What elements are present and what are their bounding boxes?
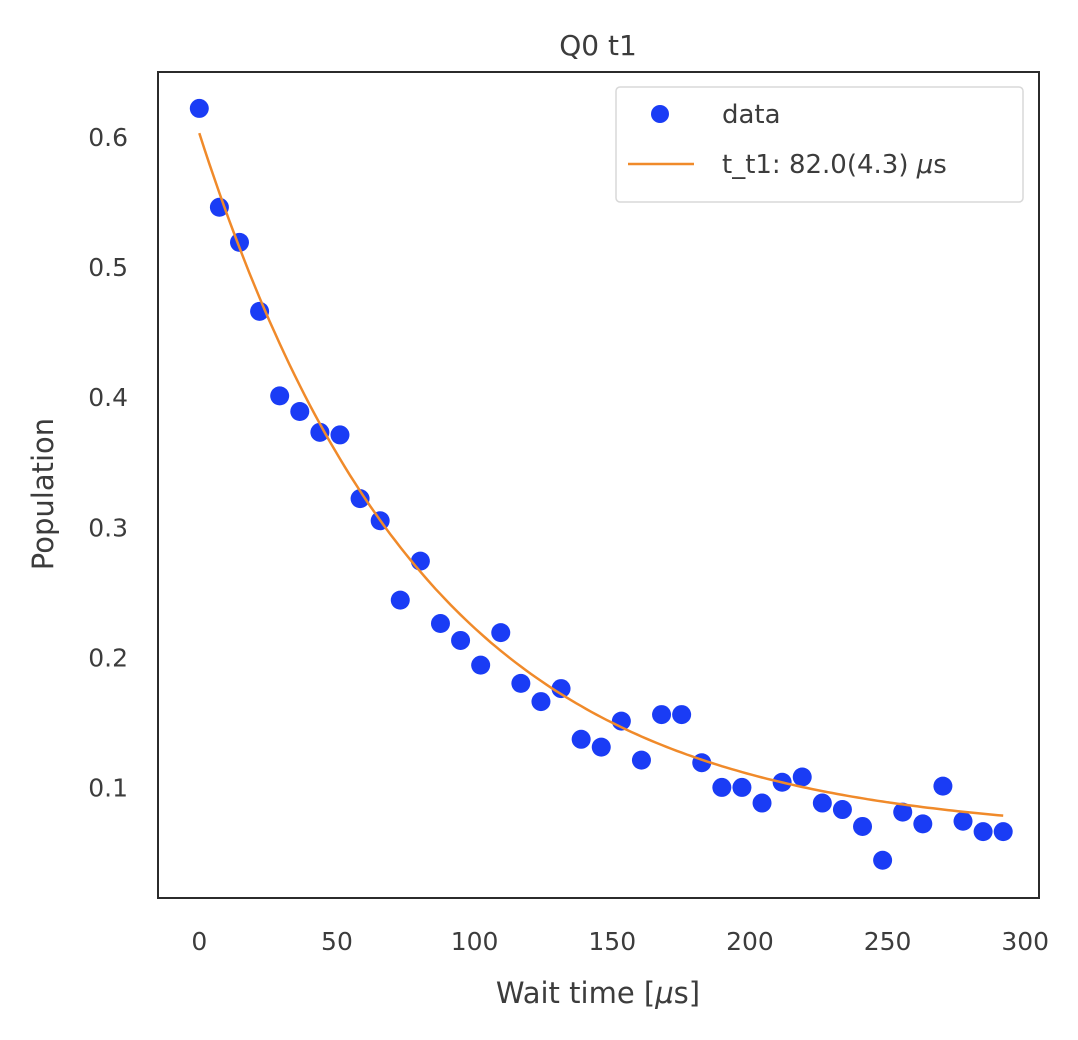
data-point xyxy=(873,850,893,870)
data-point xyxy=(330,425,350,445)
y-tick-label: 0.5 xyxy=(88,253,128,282)
data-point xyxy=(853,816,873,836)
data-point xyxy=(712,777,732,797)
data-point xyxy=(430,614,450,634)
legend-fit-label: t_t1: 82.0(4.3) μs xyxy=(722,150,947,180)
y-tick-label: 0.2 xyxy=(88,643,128,672)
data-point xyxy=(310,422,330,442)
data-point xyxy=(732,777,752,797)
x-tick-label: 300 xyxy=(1001,927,1049,956)
x-tick-labels: 0 50 100 150 200 250 300 xyxy=(191,927,1049,956)
data-point xyxy=(290,402,310,422)
data-point xyxy=(792,767,812,787)
x-tick-label: 0 xyxy=(191,927,207,956)
fit-curve xyxy=(198,132,1004,817)
y-tick-label: 0.6 xyxy=(88,123,128,152)
data-point xyxy=(410,551,430,571)
data-point xyxy=(933,776,953,796)
data-point xyxy=(571,729,591,749)
data-point xyxy=(652,705,672,725)
data-point xyxy=(471,655,491,675)
x-axis-label: Wait time [μs] xyxy=(496,976,700,1010)
y-axis-label: Population xyxy=(26,418,60,570)
data-point xyxy=(591,737,611,757)
y-tick-label: 0.4 xyxy=(88,383,128,412)
data-point xyxy=(993,822,1013,842)
data-point xyxy=(551,679,571,699)
legend-data-marker xyxy=(651,105,669,123)
x-tick-label: 200 xyxy=(726,927,774,956)
legend-box xyxy=(615,86,1024,203)
data-point xyxy=(812,793,832,813)
data-point xyxy=(270,386,290,406)
data-point xyxy=(893,802,913,822)
data-series xyxy=(189,98,1013,870)
data-point xyxy=(832,800,852,820)
data-point xyxy=(631,750,651,770)
data-point xyxy=(451,630,471,650)
data-point xyxy=(350,489,370,509)
x-tick-label: 100 xyxy=(451,927,499,956)
data-point xyxy=(209,197,229,217)
y-tick-labels: 0.1 0.2 0.3 0.4 0.5 0.6 xyxy=(88,123,128,802)
chart-title: Q0 t1 xyxy=(559,29,637,62)
legend: data t_t1: 82.0(4.3) μs xyxy=(615,86,1024,203)
data-point xyxy=(511,673,531,693)
plot-area xyxy=(157,71,1040,899)
x-tick-label: 150 xyxy=(588,927,636,956)
data-point xyxy=(491,623,511,643)
legend-data-label: data xyxy=(722,100,781,130)
y-tick-label: 0.3 xyxy=(88,513,128,542)
data-point xyxy=(390,590,410,610)
data-point xyxy=(953,811,973,831)
x-tick-label: 250 xyxy=(864,927,912,956)
data-point xyxy=(531,692,551,712)
data-point xyxy=(752,793,772,813)
data-point xyxy=(913,814,933,834)
data-point xyxy=(189,98,209,118)
data-point xyxy=(672,705,692,725)
x-tick-label: 50 xyxy=(321,927,353,956)
data-point xyxy=(973,822,993,842)
y-tick-label: 0.1 xyxy=(88,773,128,802)
